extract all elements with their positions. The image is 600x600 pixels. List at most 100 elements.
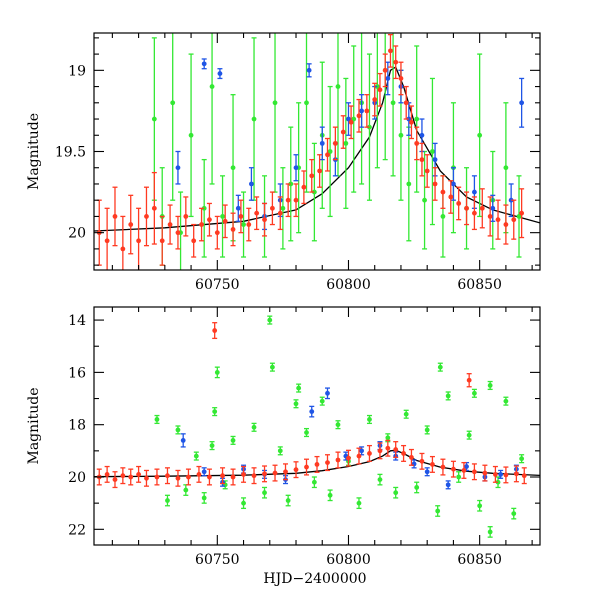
marker xyxy=(327,492,333,498)
marker xyxy=(448,194,454,200)
data-point xyxy=(280,167,286,250)
marker xyxy=(296,385,302,391)
data-point xyxy=(511,199,517,240)
marker xyxy=(414,116,420,122)
marker xyxy=(508,197,514,203)
data-point xyxy=(230,212,236,247)
data-point xyxy=(251,37,257,201)
marker xyxy=(165,498,170,503)
marker xyxy=(201,205,207,211)
marker xyxy=(440,189,446,195)
x-tick-label: 60750 xyxy=(195,277,240,293)
data-point xyxy=(456,186,462,221)
data-point xyxy=(304,33,310,193)
y-tick-label: 14 xyxy=(68,313,86,329)
data-point xyxy=(406,126,412,242)
data-point xyxy=(217,68,223,80)
marker xyxy=(487,529,493,535)
marker xyxy=(519,100,525,106)
marker xyxy=(230,437,236,443)
data-point xyxy=(230,435,236,445)
data-point xyxy=(293,154,299,182)
marker xyxy=(214,369,220,375)
marker xyxy=(104,238,110,244)
marker xyxy=(270,205,275,211)
marker xyxy=(332,140,338,146)
marker xyxy=(325,390,330,396)
data-point xyxy=(311,476,317,489)
data-point xyxy=(351,45,357,193)
marker xyxy=(209,443,215,449)
data-point xyxy=(464,191,470,226)
marker xyxy=(372,97,378,102)
data-point xyxy=(241,191,247,258)
data-point xyxy=(301,170,307,205)
marker xyxy=(309,409,315,415)
data-point xyxy=(366,414,372,425)
data-point xyxy=(414,45,420,193)
top-y-axis-label: Magnitude xyxy=(26,113,42,190)
marker xyxy=(477,132,483,138)
data-point xyxy=(490,194,496,222)
marker xyxy=(466,377,472,383)
data-point xyxy=(241,497,247,510)
data-point xyxy=(387,33,393,68)
data-point xyxy=(332,126,338,161)
data-point xyxy=(359,446,365,456)
data-point xyxy=(382,53,388,88)
marker xyxy=(207,474,212,480)
marker xyxy=(262,471,267,477)
marker xyxy=(398,76,404,81)
data-point xyxy=(398,61,404,96)
data-point xyxy=(445,480,451,490)
data-point xyxy=(471,388,477,398)
data-point xyxy=(201,58,207,70)
data-point xyxy=(479,188,485,229)
data-point xyxy=(324,387,330,400)
marker xyxy=(230,474,236,480)
data-point xyxy=(293,183,299,218)
x-tick-label: 60850 xyxy=(457,552,502,568)
marker xyxy=(440,214,446,219)
data-point xyxy=(327,85,333,218)
data-point xyxy=(356,98,362,133)
data-point xyxy=(487,526,493,538)
marker xyxy=(385,76,391,81)
data-point xyxy=(206,202,212,237)
data-point xyxy=(277,446,283,456)
data-point xyxy=(214,215,220,250)
top-series-blue xyxy=(175,58,525,231)
data-point xyxy=(272,33,278,193)
bottom-series-blue xyxy=(180,387,519,490)
marker xyxy=(304,430,309,435)
data-point xyxy=(450,460,456,478)
x-tick-label: 60800 xyxy=(326,277,371,293)
data-point xyxy=(272,464,278,482)
marker xyxy=(201,61,207,67)
x-axis-label: HJD−2400000 xyxy=(263,571,366,587)
data-point xyxy=(120,215,126,270)
data-point xyxy=(487,380,493,391)
marker xyxy=(521,473,527,479)
marker xyxy=(343,140,349,146)
marker xyxy=(367,451,372,456)
marker xyxy=(495,217,501,223)
data-point xyxy=(340,115,346,149)
data-point xyxy=(206,468,212,486)
marker xyxy=(128,474,134,480)
x-tick-label: 60850 xyxy=(457,277,502,293)
marker xyxy=(104,471,110,477)
data-point xyxy=(128,194,134,255)
data-point xyxy=(159,215,165,266)
marker xyxy=(191,238,197,244)
bottom-y-axis-label: Magnitude xyxy=(26,387,42,464)
x-tick-label: 60750 xyxy=(195,552,240,568)
marker xyxy=(277,210,283,216)
marker xyxy=(356,500,362,506)
marker xyxy=(390,100,396,106)
data-point xyxy=(183,484,189,496)
marker xyxy=(325,152,330,158)
marker xyxy=(348,119,354,125)
marker xyxy=(335,457,341,463)
marker xyxy=(424,427,430,433)
